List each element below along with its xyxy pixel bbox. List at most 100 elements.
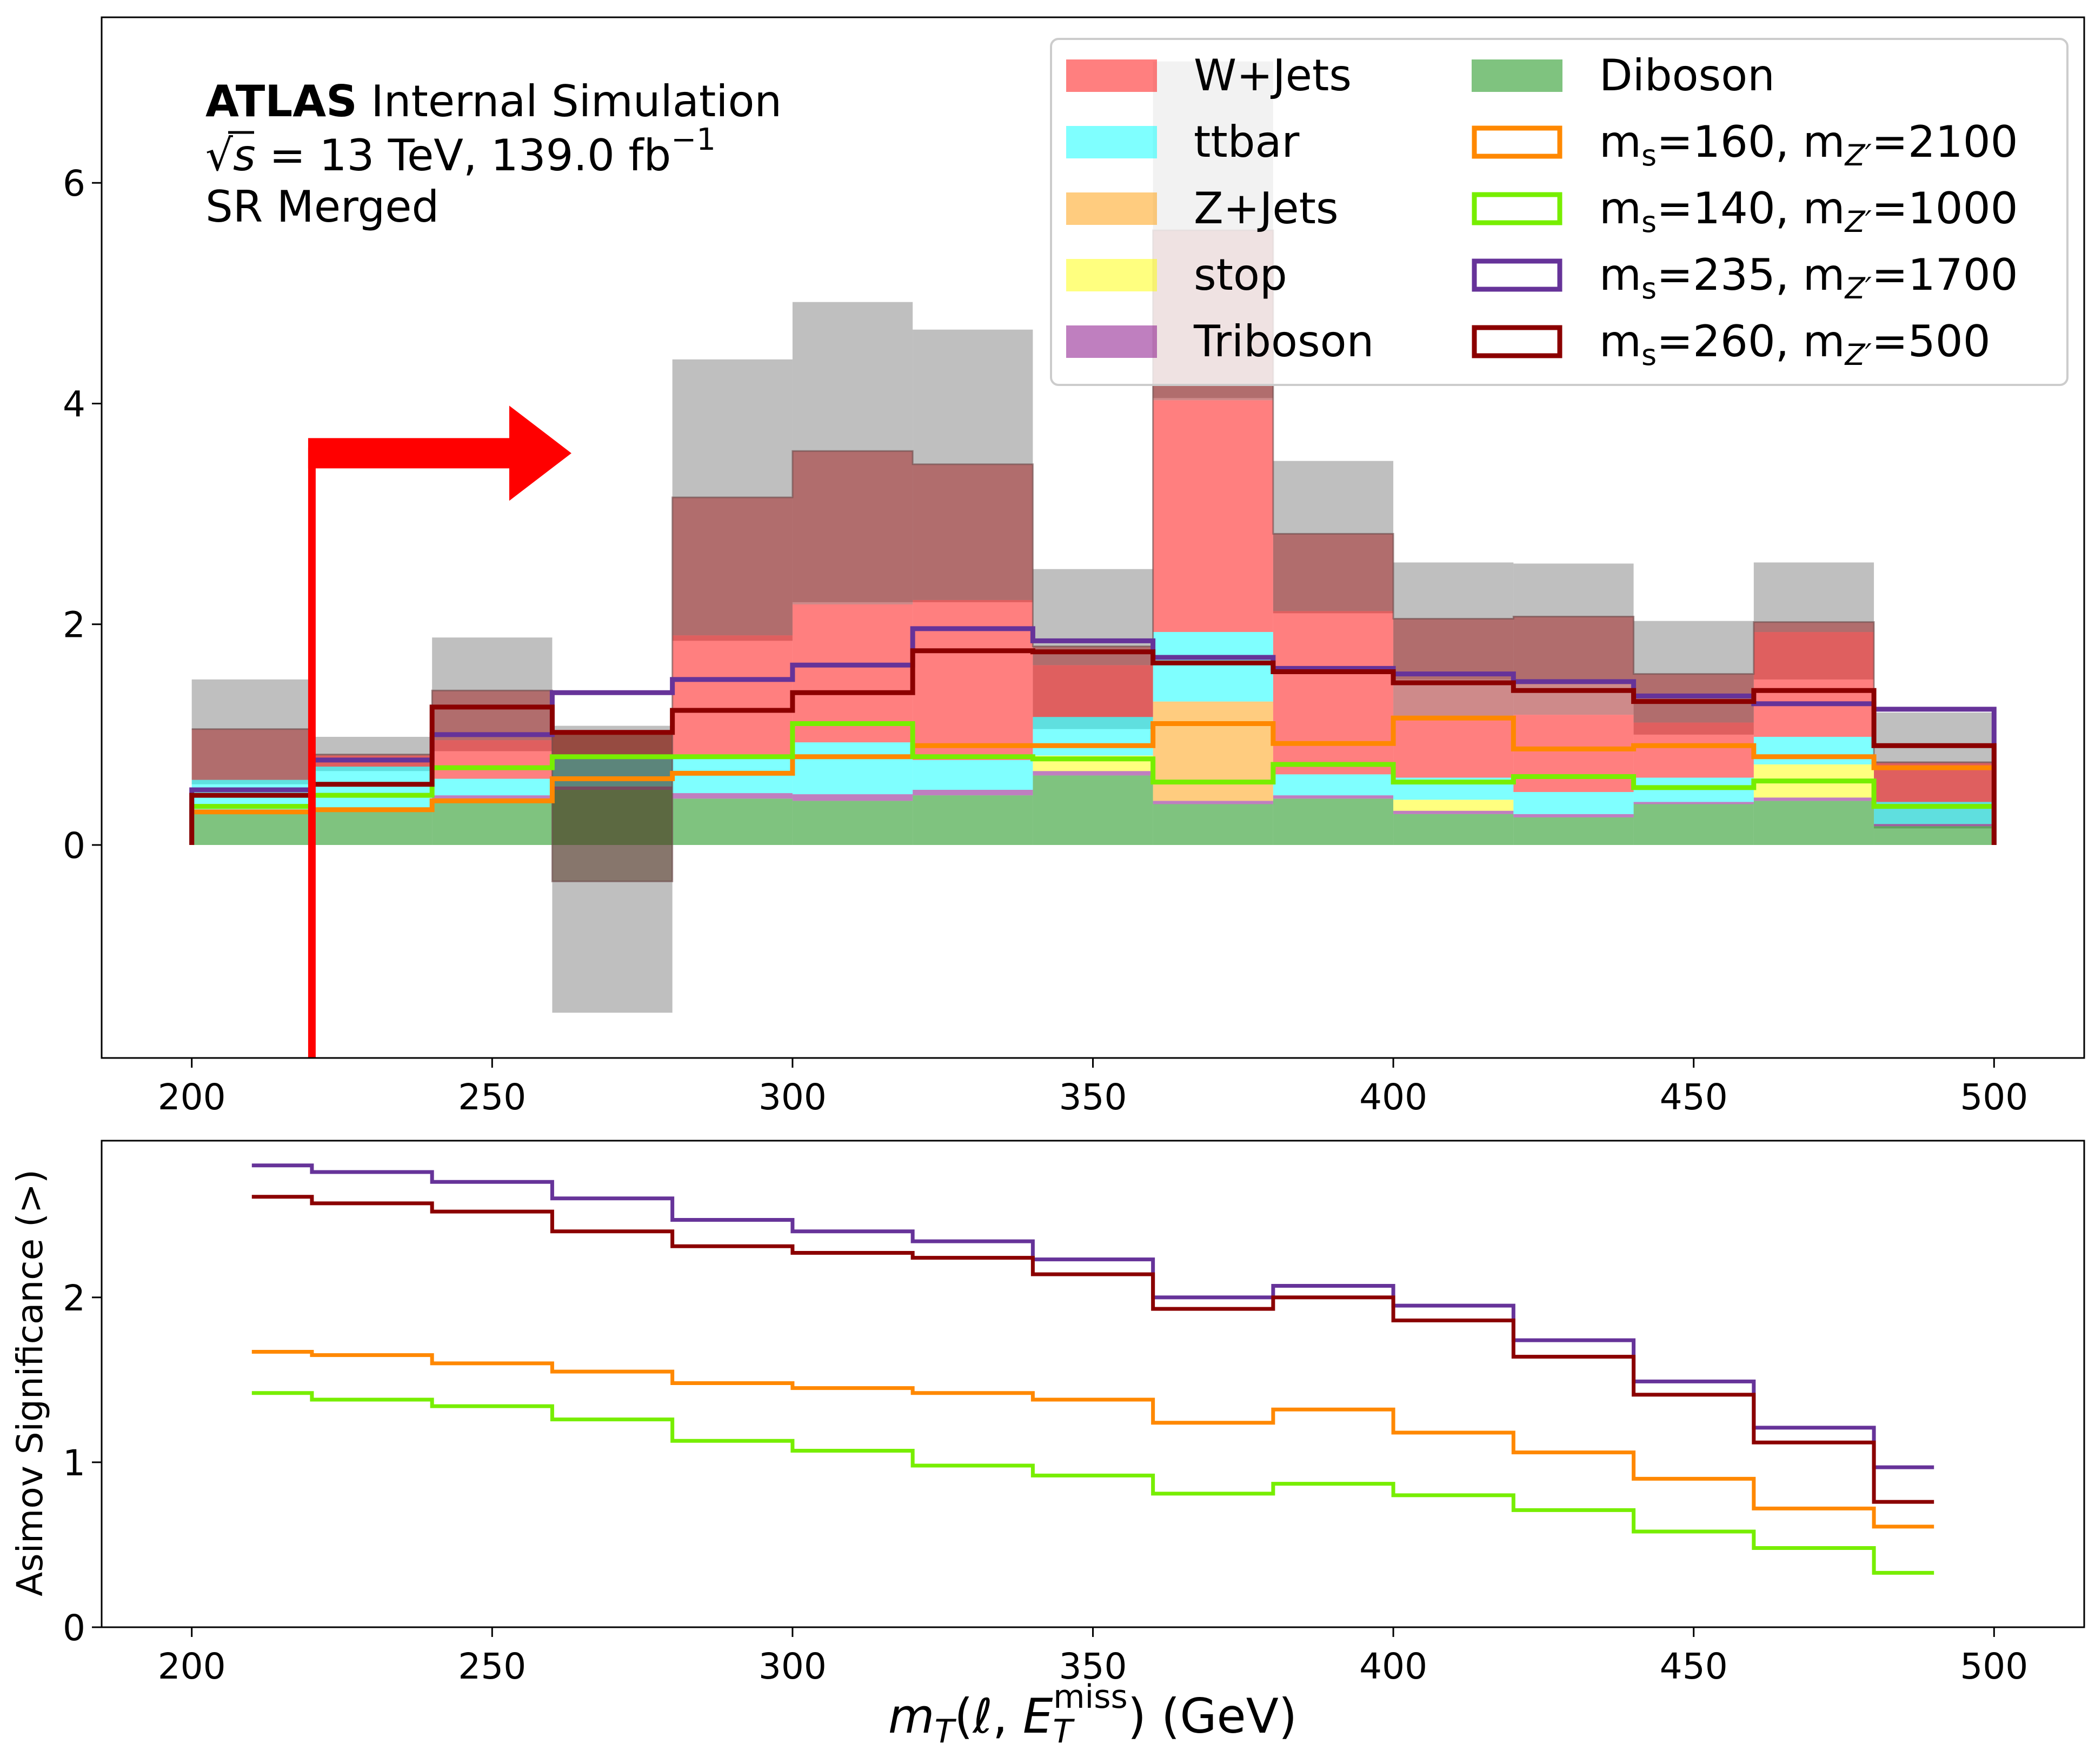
bar-w-jets <box>1753 632 1874 737</box>
significance-line <box>251 1163 1934 1469</box>
total-outline <box>191 229 1994 882</box>
bar-diboson <box>432 798 553 846</box>
signal-histograms <box>189 626 1997 846</box>
y-tick-label: 0 <box>63 825 85 867</box>
x-tick-label: 500 <box>1960 1646 2028 1687</box>
significance-lines <box>251 1163 1934 1575</box>
legend-label: ttbar <box>1194 117 1300 167</box>
bar-ttbar <box>311 767 433 809</box>
x-tick-label: 400 <box>1359 1646 1427 1687</box>
legend-label: Triboson <box>1193 316 1374 367</box>
legend-label: Diboson <box>1599 50 1775 101</box>
bar-diboson <box>1273 798 1394 846</box>
cut-arrow-head <box>308 405 571 501</box>
total-excess-bin <box>792 451 913 605</box>
bottom-y-ticks: 0 1 2 <box>63 1277 102 1649</box>
signal-line <box>189 626 1997 846</box>
bar-w-jets <box>913 600 1033 760</box>
total-excess-bin <box>1033 646 1153 665</box>
bar-triboson <box>672 793 793 799</box>
total-excess-bin <box>1273 534 1394 611</box>
legend-swatch <box>1066 59 1157 92</box>
x-tick-label: 400 <box>1359 1076 1427 1118</box>
x-axis-label: mT(ℓ, ETmiss) (GeV) <box>888 1678 1297 1750</box>
x-tick-label: 250 <box>458 1646 526 1687</box>
bar-triboson <box>1273 795 1394 799</box>
x-tick-label: 500 <box>1960 1076 2028 1118</box>
bar-triboson <box>1633 802 1754 804</box>
bar-w-jets <box>1633 722 1754 778</box>
legend-swatch <box>1472 59 1562 92</box>
significance-line <box>251 1350 1934 1529</box>
bar-triboson <box>792 794 913 801</box>
legend-swatch <box>1066 325 1157 358</box>
bar-ttbar <box>1153 632 1273 702</box>
top-y-ticks: 0 2 4 6 <box>63 163 102 867</box>
y-tick-label: 1 <box>63 1442 85 1484</box>
signal-line <box>189 648 1997 846</box>
energy-lumi-label: = 13 TeV, 139.0 fb <box>256 130 671 181</box>
bar-diboson <box>913 795 1033 846</box>
legend-swatch <box>1472 192 1562 225</box>
total-excess-bin <box>913 464 1033 600</box>
bar-w-jets <box>792 604 913 743</box>
x-tick-label: 450 <box>1660 1076 1728 1118</box>
total-excess-bin <box>1393 618 1514 717</box>
cut-arrow <box>308 405 571 1058</box>
bar-triboson <box>1513 814 1634 817</box>
bar-ttbar <box>432 778 553 796</box>
bar-triboson <box>913 789 1033 796</box>
legend-label: stop <box>1194 250 1287 300</box>
xlabel-e-sub: T <box>1053 1713 1075 1750</box>
bar-w-jets <box>1273 611 1394 775</box>
legend-label: ms=140, mZ′=1000 <box>1599 183 2018 239</box>
bottom-panel: 200 250 300 350 400 450 500 0 1 2 Asimov Signifi… <box>9 1140 2085 1750</box>
bar-diboson <box>1753 801 1874 846</box>
bar-triboson <box>1153 801 1273 804</box>
y-tick-label: 2 <box>63 604 85 646</box>
x-tick-label: 200 <box>158 1076 226 1118</box>
legend-swatch <box>1472 125 1562 159</box>
top-panel: 200 250 300 350 400 450 500 0 2 4 6 ATLAS Interna… <box>63 16 2085 1118</box>
sqrt-s: s <box>233 130 256 181</box>
bar-triboson <box>432 795 553 799</box>
bar-triboson <box>1874 824 1994 827</box>
x-tick-label: 350 <box>1059 1076 1127 1118</box>
bar-triboson <box>1753 797 1874 801</box>
legend-swatch <box>1066 192 1157 225</box>
bar-diboson <box>672 798 793 846</box>
bar-ttbar <box>1753 736 1874 764</box>
x-tick-label: 450 <box>1660 1646 1728 1687</box>
x-tick-label: 250 <box>458 1076 526 1118</box>
bar-ttbar <box>1513 792 1634 814</box>
legend-swatch <box>1472 258 1562 292</box>
xlabel-m: m <box>888 1688 935 1744</box>
legend: W+Jets ttbar Z+Jets stop Triboson Diboson ms=1… <box>1050 38 2069 386</box>
xlabel-unit: (GeV) <box>1146 1688 1297 1744</box>
total-excess-bin <box>432 690 553 741</box>
bar-diboson <box>191 814 312 846</box>
bar-w-jets <box>672 635 793 757</box>
bottom-y-axis-label: Asimov Significance (>) <box>9 1169 51 1596</box>
bar-diboson <box>1633 804 1754 846</box>
bottom-x-ticks: 200 250 300 350 400 450 500 <box>158 1627 2028 1687</box>
legend-swatch <box>1066 259 1157 291</box>
legend-label: ms=160, mZ′=2100 <box>1599 117 2018 172</box>
xlabel-ell: ℓ <box>972 1688 993 1744</box>
legend-swatch <box>1472 325 1562 358</box>
svg-text:√s = 13 TeV, 139.0 fb−1: √s = 13 TeV, 139.0 fb−1 <box>205 122 716 181</box>
bar-diboson <box>1513 817 1634 846</box>
top-x-ticks: 200 250 300 350 400 450 500 <box>158 1058 2028 1118</box>
y-tick-label: 2 <box>63 1277 85 1319</box>
bar-ttbar <box>1033 717 1153 756</box>
x-tick-label: 300 <box>759 1646 827 1687</box>
total-excess-bin <box>191 729 312 780</box>
y-tick-label: 0 <box>63 1607 85 1649</box>
total-excess-bin <box>1513 616 1634 715</box>
bar-z-jets <box>1153 701 1273 801</box>
bar-w-jets <box>1513 715 1634 793</box>
bar-w-jets <box>1153 400 1273 633</box>
legend-label: Z+Jets <box>1194 183 1339 234</box>
signal-line <box>189 715 1997 846</box>
